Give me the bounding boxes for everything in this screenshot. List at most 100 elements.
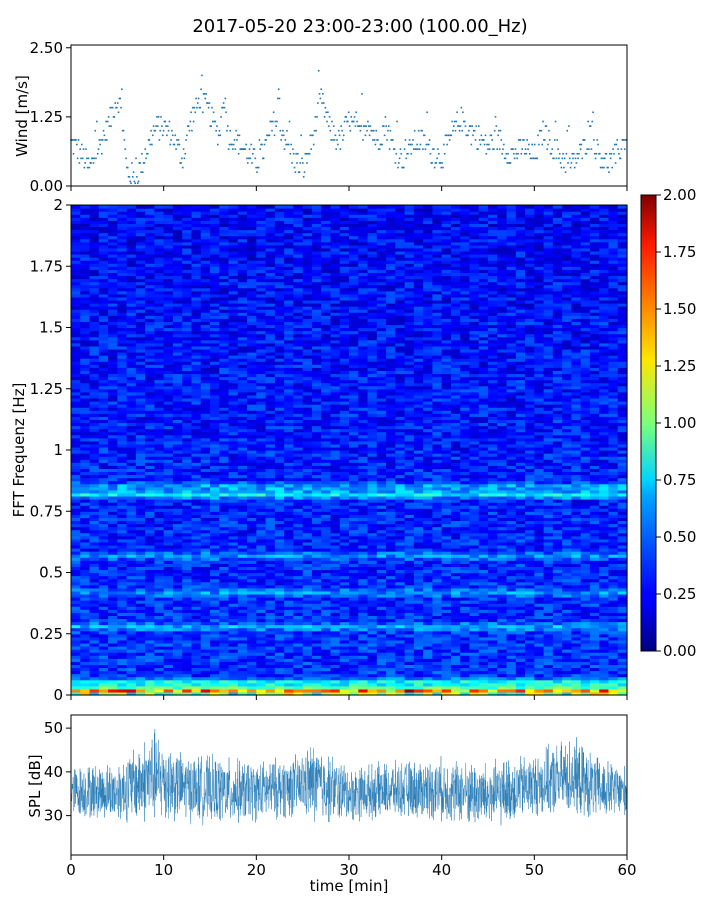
wind-point [125,158,127,160]
wind-point [174,144,176,146]
wind-point [87,167,89,169]
wind-point [611,167,613,169]
wind-point [80,158,82,160]
wind-point [581,158,583,160]
wind-point [305,153,307,155]
wind-point [229,144,231,146]
wind-point [292,148,294,150]
wind-point [551,148,553,150]
wind-point [321,102,323,104]
wind-point [300,135,302,137]
wind-point [435,162,437,164]
wind-point [325,111,327,113]
wind-point [310,135,312,137]
wind-point [588,148,590,150]
wind-point [505,158,507,160]
wind-point [462,111,464,113]
wind-point [491,135,493,137]
wind-point [119,98,121,100]
wind-point [320,88,322,90]
wind-point [425,148,427,150]
wind-point [245,148,247,150]
wind-point [506,162,508,164]
wind-point [348,111,350,113]
wind-point [521,153,523,155]
wind-point [520,139,522,141]
wind-point [204,93,206,95]
wind-point [564,158,566,160]
wind-point [296,162,298,164]
wind-point [534,144,536,146]
wind-point [169,121,171,123]
wind-point [162,135,164,137]
wind-point [558,158,560,160]
wind-point [101,153,103,155]
wind-point [576,153,578,155]
wind-point [180,162,182,164]
wind-point [127,167,129,169]
wind-point [151,144,153,146]
wind-point [109,107,111,109]
wind-point [397,167,399,169]
wind-point [174,135,176,137]
wind-point [385,116,387,118]
wind-point [136,176,138,178]
wind-point [312,135,314,137]
wind-point [129,176,131,178]
wind-point [318,70,320,72]
wind-point [356,121,358,123]
wind-point [149,144,151,146]
wind-point [195,98,197,100]
wind-point [404,148,406,150]
wind-point [103,130,105,132]
wind-point [295,171,297,173]
wind-point [140,171,142,173]
wind-point [147,153,149,155]
wind-point [446,135,448,137]
wind-point [513,153,515,155]
wind-point [494,130,496,132]
wind-point [568,125,570,127]
wind-point [286,130,288,132]
wind-point [335,135,337,137]
wind-point [400,153,402,155]
wind-point [361,93,363,95]
wind-point [177,144,179,146]
wind-point [592,111,594,113]
wind-point [608,171,610,173]
wind-point [405,158,407,160]
wind-point [316,116,318,118]
wind-point [273,111,275,113]
wind-point [117,102,119,104]
wind-point [189,121,191,123]
wind-point [235,130,237,132]
wind-point [497,135,499,137]
wind-point [458,125,460,127]
wind-point [526,139,528,141]
wind-point [498,130,500,132]
wind-point [150,130,152,132]
wind-point [169,144,171,146]
wind-point [501,153,503,155]
wind-point [570,167,572,169]
wind-point [496,125,498,127]
wind-point [593,139,595,141]
wind-point [109,125,111,127]
wind-point [516,158,518,160]
wind-point [544,139,546,141]
wind-point [407,153,409,155]
wind-point [586,148,588,150]
wind-point [555,121,557,123]
wind-point [611,153,613,155]
wind-point [78,139,80,141]
wind-point [212,121,214,123]
wind-point [607,167,609,169]
wind-point [72,139,74,141]
wind-point [81,144,83,146]
wind-point [179,144,181,146]
wind-point [85,148,87,150]
wind-point [574,167,576,169]
wind-point [104,135,106,137]
wind-point [559,153,561,155]
wind-point [366,130,368,132]
